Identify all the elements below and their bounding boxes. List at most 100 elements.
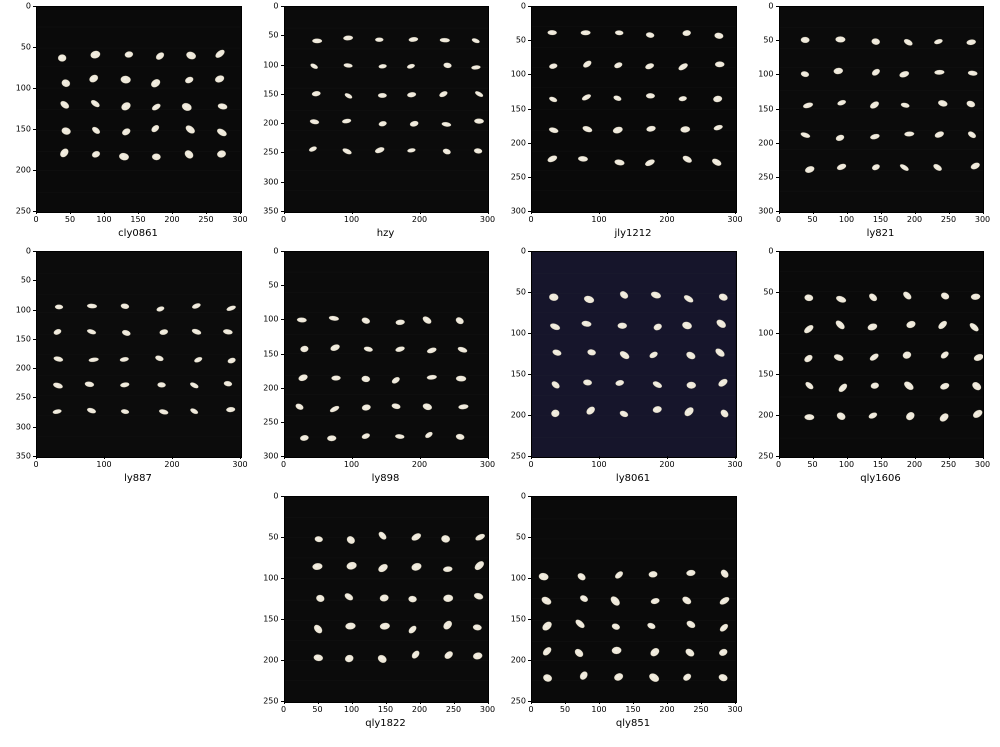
x-tick — [284, 211, 285, 214]
x-tick — [667, 211, 668, 214]
y-tick — [33, 427, 36, 428]
x-tick-label: 0 — [528, 215, 533, 224]
x-tick — [599, 211, 600, 214]
x-tick-label: 150 — [130, 215, 145, 224]
y-tick-label: 50 — [516, 36, 526, 45]
y-tick-label: 0 — [273, 2, 278, 11]
y-tick — [776, 6, 779, 7]
image-area — [36, 6, 242, 213]
y-tick — [528, 374, 531, 375]
y-tick-label: 250 — [263, 697, 278, 706]
x-tick — [420, 456, 421, 459]
y-tick — [776, 177, 779, 178]
y-tick — [33, 339, 36, 340]
y-tick-label: 300 — [511, 207, 526, 216]
x-tick-label: 150 — [873, 460, 888, 469]
y-tick-label: 200 — [16, 364, 31, 373]
x-tick — [172, 456, 173, 459]
x-tick-label: 300 — [480, 705, 495, 714]
y-tick-label: 250 — [16, 393, 31, 402]
x-tick-label: 250 — [693, 705, 708, 714]
y-tick-label: 250 — [263, 148, 278, 157]
x-tick-label: 300 — [232, 215, 247, 224]
y-tick — [281, 152, 284, 153]
y-tick — [528, 537, 531, 538]
x-tick — [531, 456, 532, 459]
y-tick — [776, 74, 779, 75]
x-tick — [104, 456, 105, 459]
y-tick — [281, 701, 284, 702]
x-tick — [735, 211, 736, 214]
panel-ly887: 0100200300050100150200250300350ly887 — [10, 249, 248, 494]
y-tick — [281, 182, 284, 183]
y-tick — [528, 211, 531, 212]
y-tick — [281, 35, 284, 36]
x-tick — [240, 211, 241, 214]
x-tick — [488, 701, 489, 704]
panel-cly0861: 050100150200250300050100150200250cly0861 — [10, 4, 248, 249]
grain-cluster — [547, 30, 725, 167]
x-tick — [352, 456, 353, 459]
surface-texture — [532, 519, 736, 681]
x-tick-label: 200 — [907, 460, 922, 469]
y-tick — [281, 456, 284, 457]
x-tick — [813, 456, 814, 459]
y-tick-label: 150 — [758, 104, 773, 113]
grain-cluster — [800, 36, 981, 174]
y-tick — [528, 578, 531, 579]
y-tick-label: 100 — [511, 574, 526, 583]
x-tick — [240, 456, 241, 459]
y-tick — [281, 354, 284, 355]
x-tick — [386, 701, 387, 704]
x-tick-label: 50 — [807, 460, 817, 469]
panel-title: ly8061 — [531, 473, 735, 484]
y-tick-label: 100 — [263, 60, 278, 69]
y-tick-label: 150 — [758, 370, 773, 379]
y-tick — [281, 619, 284, 620]
y-tick — [281, 94, 284, 95]
x-tick-label: 200 — [907, 215, 922, 224]
y-tick — [281, 211, 284, 212]
y-tick-label: 50 — [268, 31, 278, 40]
y-tick — [528, 619, 531, 620]
y-tick — [776, 40, 779, 41]
x-tick — [488, 211, 489, 214]
y-tick — [33, 88, 36, 89]
y-tick — [528, 415, 531, 416]
x-tick — [735, 701, 736, 704]
y-tick — [776, 456, 779, 457]
x-tick-label: 200 — [412, 705, 427, 714]
y-tick — [528, 74, 531, 75]
x-tick-label: 200 — [659, 705, 674, 714]
y-tick-label: 100 — [263, 315, 278, 324]
y-tick-label: 100 — [758, 329, 773, 338]
x-tick — [667, 701, 668, 704]
x-tick — [318, 701, 319, 704]
x-tick — [531, 701, 532, 704]
image-area — [284, 496, 490, 703]
panel-hzy: 0100200300050100150200250300350hzy — [258, 4, 496, 249]
panel-ly898: 0100200300050100150200250300ly898 — [258, 249, 496, 494]
y-tick-label: 150 — [263, 615, 278, 624]
x-tick — [633, 701, 634, 704]
x-tick-label: 50 — [65, 215, 75, 224]
x-tick — [847, 456, 848, 459]
x-tick-label: 0 — [281, 460, 286, 469]
panel-jly1212: 0100200300050100150200250300jly1212 — [505, 4, 743, 249]
y-tick — [281, 422, 284, 423]
y-tick-label: 200 — [511, 138, 526, 147]
x-tick — [915, 211, 916, 214]
surface-texture — [285, 272, 489, 437]
y-tick-label: 0 — [521, 247, 526, 256]
y-tick — [528, 456, 531, 457]
x-tick — [420, 211, 421, 214]
grain-cluster — [308, 35, 484, 155]
x-tick — [779, 211, 780, 214]
subplot-grid: 050100150200250300050100150200250cly0861… — [0, 0, 1000, 747]
x-tick-label: 200 — [659, 215, 674, 224]
x-tick — [701, 701, 702, 704]
x-tick-label: 150 — [378, 705, 393, 714]
x-tick — [599, 456, 600, 459]
y-tick — [33, 129, 36, 130]
y-tick-label: 200 — [16, 166, 31, 175]
